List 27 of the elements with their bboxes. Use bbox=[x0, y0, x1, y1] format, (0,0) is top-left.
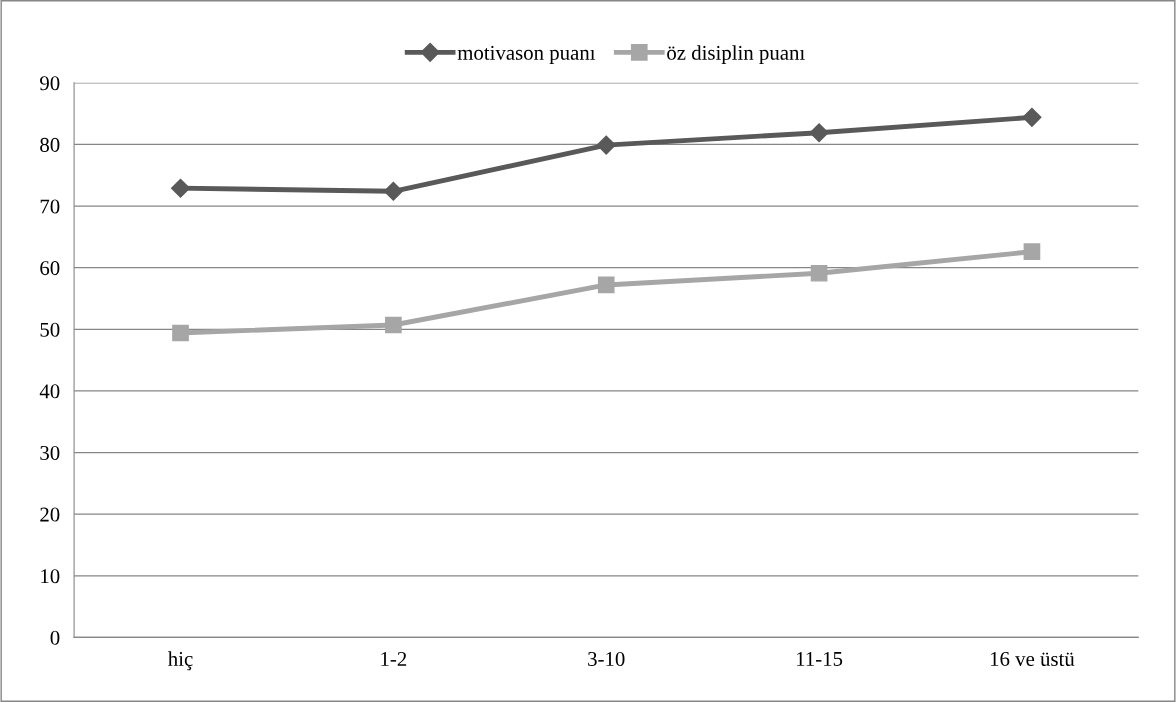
point bbox=[1023, 243, 1041, 261]
point bbox=[597, 276, 615, 294]
legend-label: motivason puanı bbox=[457, 45, 596, 65]
legend-label: öz disiplin puanı bbox=[667, 45, 805, 65]
y-tick-label: 50 bbox=[40, 322, 60, 337]
point bbox=[596, 135, 616, 155]
point bbox=[810, 264, 828, 282]
y-tick-label: 20 bbox=[40, 507, 60, 522]
y-tick-label: 70 bbox=[40, 199, 60, 214]
y-tick-label: 30 bbox=[40, 445, 60, 460]
y-tick-label: 0 bbox=[50, 630, 60, 645]
x-tick-label: 16 ve üstü bbox=[990, 651, 1075, 666]
y-tick-label: 80 bbox=[40, 137, 60, 152]
y-tick-label: 10 bbox=[41, 569, 60, 584]
y-tick-label: 60 bbox=[40, 261, 60, 276]
x-tick-label: 3-10 bbox=[588, 651, 625, 666]
point bbox=[809, 123, 829, 143]
point bbox=[172, 324, 189, 342]
point bbox=[383, 181, 403, 201]
point bbox=[385, 316, 402, 334]
point bbox=[1022, 107, 1042, 127]
x-tick-label: hiç bbox=[167, 651, 193, 671]
x-tick-label: 11-15 bbox=[797, 652, 843, 666]
point bbox=[170, 178, 191, 198]
y-tick-label: 40 bbox=[39, 384, 60, 399]
y-tick-label: 90 bbox=[40, 76, 60, 91]
x-tick-label: 1-2 bbox=[381, 651, 407, 666]
